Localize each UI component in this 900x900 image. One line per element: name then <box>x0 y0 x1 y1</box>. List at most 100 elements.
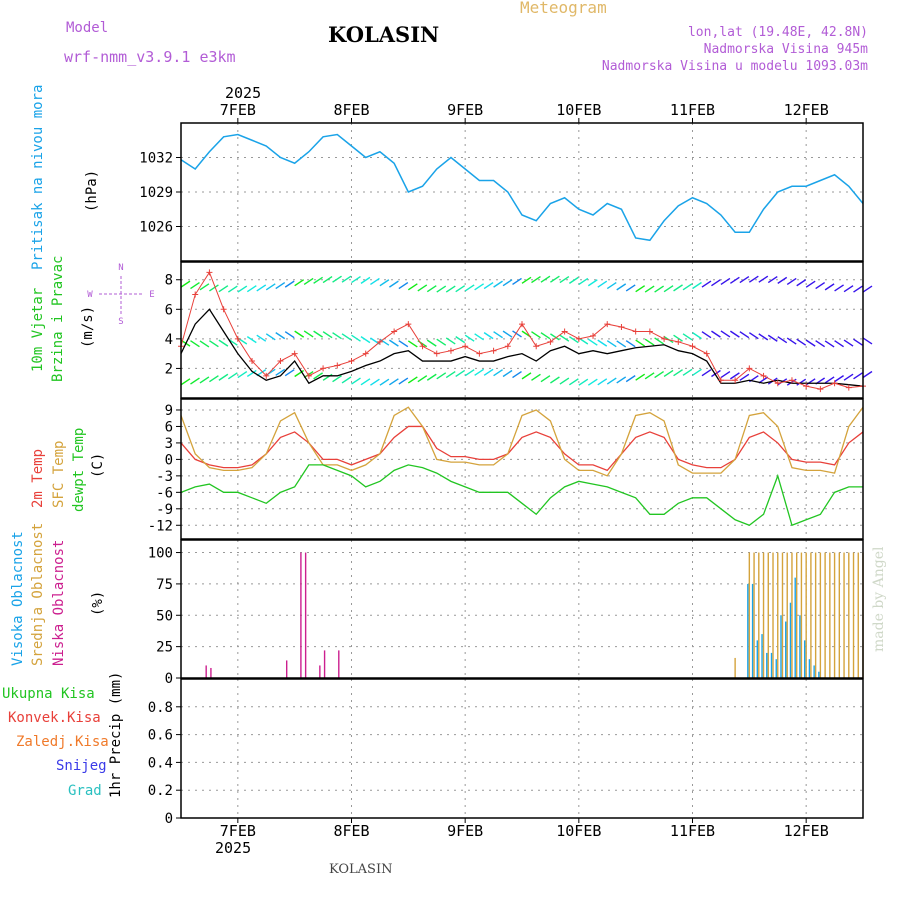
day-label-top: 11FEB <box>670 101 715 119</box>
wind-barb <box>673 369 683 377</box>
day-label-bottom: 10FEB <box>556 822 601 840</box>
wind-gust-marker <box>490 347 497 354</box>
wind-barb <box>407 376 418 384</box>
wind-barb <box>531 331 541 339</box>
y-tick-label: 6 <box>165 302 173 318</box>
compass-n: N <box>118 263 123 273</box>
wind-barb <box>692 368 702 376</box>
wind-barb <box>597 378 608 386</box>
wind-barb <box>436 285 447 293</box>
wind-barb <box>606 340 617 348</box>
wind-barb <box>294 330 305 338</box>
wind-gust-marker <box>277 358 284 365</box>
y-tick-label: 0 <box>165 671 173 687</box>
panel-frame <box>180 261 864 399</box>
wind-barb <box>663 285 674 293</box>
wind-barb <box>313 330 323 338</box>
wind-barb <box>436 372 447 380</box>
wind-barb <box>786 277 797 286</box>
wind-barb <box>758 275 769 283</box>
wind-barb <box>389 378 399 386</box>
wind-barb <box>284 331 295 339</box>
wind-barb <box>332 332 342 340</box>
wind-barb <box>313 276 323 284</box>
wind-barb <box>389 339 399 347</box>
wind-barb <box>682 333 693 341</box>
wind-barb <box>540 275 551 283</box>
wind-barb <box>531 373 541 381</box>
wind-gust-marker <box>646 328 653 335</box>
wind-barb <box>853 285 863 293</box>
wind-barb <box>550 333 560 341</box>
panel-frame <box>180 122 864 262</box>
wind-barb <box>351 276 361 284</box>
wind-barb <box>578 277 589 286</box>
wind-gust-marker <box>817 386 824 393</box>
wind-barb <box>275 332 286 340</box>
wind-barb <box>521 276 532 284</box>
wind-barb <box>834 284 844 292</box>
wind-barb <box>398 340 409 348</box>
wind-barb <box>625 284 636 292</box>
wind-barb <box>625 340 636 348</box>
wind-speed-line <box>180 308 864 387</box>
year-bottom: 2025 <box>215 839 252 857</box>
wind-gust-marker <box>604 321 611 328</box>
wind-barb <box>625 375 636 383</box>
wind-barb <box>483 332 494 340</box>
wind-barb <box>597 339 608 347</box>
wind-barb <box>474 283 485 291</box>
wind-barb <box>190 281 200 290</box>
wind-gust-marker <box>831 380 838 387</box>
wind-barb <box>512 330 522 338</box>
legend-zaledj-kisa: Zaledj.Kisa <box>16 734 109 750</box>
wind-barb <box>464 369 475 377</box>
wind-barb <box>796 378 807 386</box>
wind-barb <box>370 277 380 286</box>
wind-gust-marker <box>703 350 710 357</box>
wind-barb <box>218 373 229 381</box>
wind-gust-marker <box>689 343 696 350</box>
wind-barb <box>739 373 750 381</box>
wind-barb <box>635 339 646 347</box>
day-label-top: 7FEB <box>220 101 256 119</box>
wind-barb <box>209 284 219 292</box>
wind-barb <box>351 377 361 385</box>
panel-frame <box>180 539 864 679</box>
wind-barb <box>284 280 295 288</box>
y-tick-label: 1032 <box>139 151 173 167</box>
wind-barb <box>730 330 740 338</box>
wind-barb <box>237 370 248 379</box>
day-label-bottom: 8FEB <box>333 822 369 840</box>
wind-barb <box>502 330 513 338</box>
wind-barb <box>398 377 409 385</box>
wind-gust-marker <box>234 335 241 342</box>
day-label-top: 12FEB <box>784 101 829 119</box>
wind-barb <box>455 369 466 378</box>
wind-barb <box>360 378 371 386</box>
wind-barb <box>796 279 807 287</box>
wind-barb <box>550 376 560 384</box>
wind-barb <box>180 280 191 288</box>
wind-gust-marker <box>519 321 525 328</box>
wind-gust-marker <box>447 347 454 354</box>
wind-gust-marker <box>618 324 625 331</box>
wind-gust-marker <box>590 332 597 339</box>
wind-barb <box>843 285 854 293</box>
wind-barb <box>407 340 418 348</box>
compass-e: E <box>149 290 154 300</box>
wind-barb <box>512 370 522 379</box>
y-tick-label: 8 <box>165 273 173 289</box>
wind-gust-marker <box>632 328 639 335</box>
wind-barb <box>332 275 342 283</box>
wind-barb <box>720 277 731 285</box>
wind-barb <box>587 338 598 346</box>
wind-barb <box>445 370 456 379</box>
wind-gust-marker <box>305 372 312 379</box>
wind-gust-marker <box>419 343 426 350</box>
wind-barb <box>720 330 731 338</box>
wind-barb <box>568 336 579 344</box>
y-tick-label: -3 <box>156 469 173 485</box>
wind-gust-marker <box>348 358 355 365</box>
wind-barb <box>218 285 229 293</box>
